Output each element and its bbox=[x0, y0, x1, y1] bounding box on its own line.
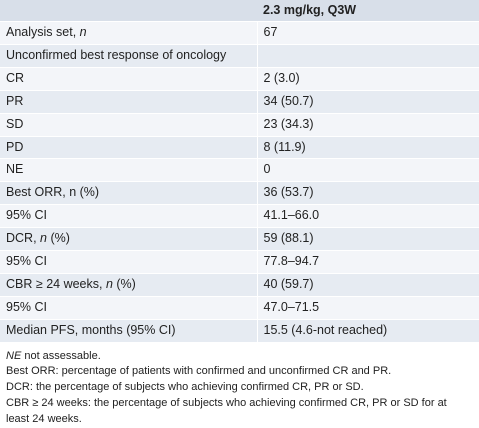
row-value-cell bbox=[257, 44, 479, 68]
footnote-cbr: CBR ≥ 24 weeks: the percentage of subjec… bbox=[6, 397, 447, 425]
row-label-text: 95% CI bbox=[6, 208, 47, 223]
footnote-ne-text: not assessable. bbox=[21, 349, 101, 362]
header-dose-cell: 2.3 mg/kg, Q3W bbox=[257, 0, 479, 22]
row-value-cell: 41.1–66.0 bbox=[257, 204, 479, 229]
row-value-cell: 2 (3.0) bbox=[257, 67, 479, 91]
row-label-italic: n bbox=[105, 276, 113, 291]
row-value-cell: 34 (50.7) bbox=[257, 90, 479, 114]
row-label-suffix: (%) bbox=[112, 276, 136, 291]
row-label-cell: NE bbox=[0, 158, 258, 183]
table-row: PD 8 (11.9) bbox=[0, 136, 479, 160]
row-label-italic: n bbox=[79, 25, 87, 39]
footnotes: NE not assessable. Best ORR: percentage … bbox=[0, 343, 479, 428]
row-value-cell: 15.5 (4.6-not reached) bbox=[257, 319, 479, 343]
row-label-cell: 95% CI bbox=[0, 204, 258, 229]
row-label-cell: PD bbox=[0, 136, 258, 160]
row-value-cell: 59 (88.1) bbox=[257, 227, 479, 252]
row-value-cell: 8 (11.9) bbox=[257, 136, 479, 160]
row-label-text: DCR, bbox=[6, 231, 41, 246]
table-row: Unconfirmed best response of oncology bbox=[0, 44, 479, 68]
row-label-text: PR bbox=[6, 93, 24, 108]
row-label-cell: CR bbox=[0, 67, 258, 91]
row-value-cell: 23 (34.3) bbox=[257, 113, 479, 137]
results-table: 2.3 mg/kg, Q3W Analysis set, n 67 Unconfir… bbox=[0, 0, 479, 343]
table-header-row: 2.3 mg/kg, Q3W bbox=[0, 0, 479, 22]
table-row: 95% CI 47.0–71.5 bbox=[0, 296, 479, 320]
row-label-cell: Analysis set, n bbox=[0, 21, 258, 45]
row-label-text: SD bbox=[6, 116, 24, 131]
footnote-ne-abbr: NE bbox=[6, 349, 22, 362]
table-row: Best ORR, n (%) 36 (53.7) bbox=[0, 181, 479, 206]
row-label-cell: DCR, n (%) bbox=[0, 227, 258, 252]
row-value-cell: 67 bbox=[257, 21, 479, 45]
footnote-orr: Best ORR: percentage of patients with co… bbox=[6, 365, 392, 378]
row-label-cell: Unconfirmed best response of oncology bbox=[0, 44, 258, 68]
row-value-cell: 47.0–71.5 bbox=[257, 296, 479, 320]
table-row: PR 34 (50.7) bbox=[0, 90, 479, 114]
row-label-cell: SD bbox=[0, 113, 258, 137]
header-empty-cell bbox=[0, 0, 257, 22]
row-label-text: PD bbox=[6, 139, 24, 154]
row-label-text: Unconfirmed best response of oncology bbox=[6, 47, 227, 62]
row-label-italic: n bbox=[40, 231, 47, 246]
row-label-text: NE bbox=[6, 162, 24, 177]
footnote-ne: NE not assessable. bbox=[6, 349, 473, 365]
table-body: Analysis set, n 67 Unconfirmed best respon… bbox=[0, 21, 479, 343]
table-row: CR 2 (3.0) bbox=[0, 67, 479, 91]
row-label-cell: Best ORR, n (%) bbox=[0, 181, 258, 206]
row-label-text: CR bbox=[6, 70, 25, 85]
row-label-cell: 95% CI bbox=[0, 296, 258, 320]
footnote-dcr: DCR: the percentage of subjects who achi… bbox=[6, 381, 364, 394]
row-label-text: 95% CI bbox=[6, 299, 47, 314]
table-row: 95% CI 41.1–66.0 bbox=[0, 204, 479, 229]
table-row: Median PFS, months (95% CI) 15.5 (4.6-not… bbox=[0, 319, 479, 343]
table-row: DCR, n (%) 59 (88.1) bbox=[0, 227, 479, 252]
row-value-cell: 77.8–94.7 bbox=[257, 250, 479, 274]
row-label-cell: CBR ≥ 24 weeks, n (%) bbox=[0, 273, 258, 297]
table-row: Analysis set, n 67 bbox=[0, 21, 479, 45]
row-label-text: CBR ≥ 24 weeks, bbox=[6, 276, 106, 291]
table-row: 95% CI 77.8–94.7 bbox=[0, 250, 479, 274]
row-label-text: 95% CI bbox=[6, 254, 47, 269]
row-label-text: Analysis set, bbox=[6, 25, 80, 39]
row-label-suffix: (%) bbox=[46, 231, 70, 246]
row-label-cell: PR bbox=[0, 90, 258, 114]
row-value-cell: 40 (59.7) bbox=[257, 273, 479, 297]
row-label-text: Best ORR, n (%) bbox=[6, 185, 100, 200]
table-row: NE 0 bbox=[0, 158, 479, 183]
table-row: SD 23 (34.3) bbox=[0, 113, 479, 137]
table-row: CBR ≥ 24 weeks, n (%) 40 (59.7) bbox=[0, 273, 479, 297]
row-value-cell: 36 (53.7) bbox=[257, 181, 479, 206]
row-label-text: Median PFS, months (95% CI) bbox=[6, 322, 176, 337]
row-label-cell: 95% CI bbox=[0, 250, 258, 274]
row-value-cell: 0 bbox=[257, 158, 479, 183]
row-label-cell: Median PFS, months (95% CI) bbox=[0, 319, 258, 343]
